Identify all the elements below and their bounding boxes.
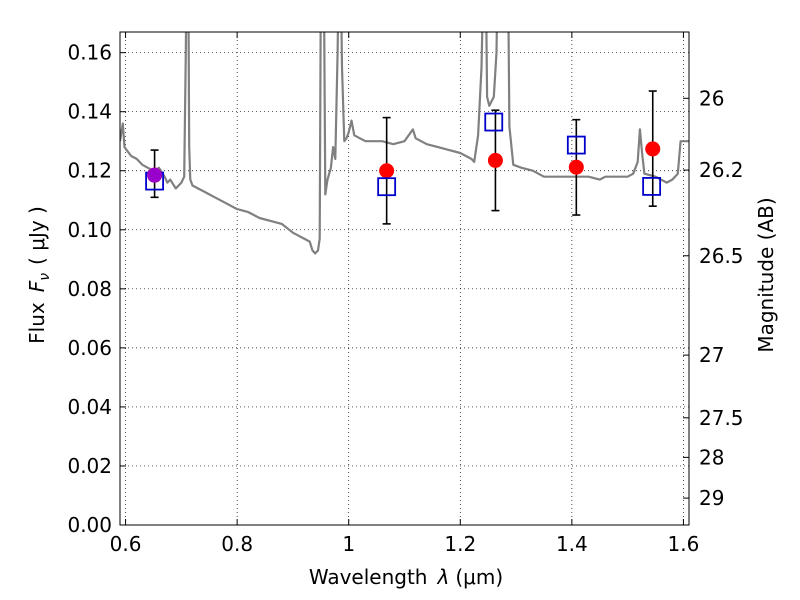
x-tick-label: 1.2 (444, 532, 476, 556)
grid-lines (120, 32, 689, 525)
observed-flux-point (379, 163, 395, 179)
y2-tick-label: 26.5 (699, 244, 744, 268)
model-flux-square (642, 176, 662, 196)
model-flux-square (484, 112, 504, 132)
y2-tick-label: 28 (699, 445, 724, 469)
y-tick-label: 0.10 (67, 218, 112, 242)
x-tick-label: 1 (342, 532, 355, 556)
y-tick-label: 0.04 (67, 395, 112, 419)
y-tick-label: 0.00 (67, 513, 112, 537)
y-tick-label: 0.16 (67, 41, 112, 65)
observed-flux-point (645, 141, 661, 157)
x-axis-label-symbol: λ (437, 565, 450, 589)
template-spectrum-line (120, 32, 689, 255)
y-axis-label-symbol: F (25, 280, 49, 292)
y2-tick-label: 27 (699, 343, 724, 367)
x-tick-label: 1.4 (556, 532, 588, 556)
y-axis-label-subscript: ν (37, 273, 53, 281)
x-axis-label-unit: (μm) (455, 565, 503, 589)
y-tick-label: 0.12 (67, 159, 112, 183)
model-flux-square (377, 177, 397, 197)
axis-ticks: 0.6 0.8 1 1.2 1.4 1.6 0.00 0.02 0.04 0.06 0.08 0.10… (67, 32, 744, 556)
x-axis-label-text: Wavelength (309, 565, 428, 589)
model-flux-square (566, 135, 586, 155)
plot-area (120, 32, 689, 255)
y-tick-label: 0.02 (67, 454, 112, 478)
y-axis-label-text: Flux (25, 302, 49, 344)
x-axis-label: Wavelength λ (μm) (309, 565, 503, 589)
x-tick-label: 1.6 (668, 532, 700, 556)
y-axis-label: Flux Fν ( μJy ) (25, 206, 53, 344)
y2-tick-label: 27.5 (699, 406, 744, 430)
plot-frame (119, 31, 690, 526)
y2-tick-label: 26 (699, 86, 724, 110)
y-axis-label-unit: ( μJy ) (25, 206, 49, 265)
x-tick-label: 0.6 (110, 532, 142, 556)
y2-tick-label: 29 (699, 486, 724, 510)
observed-flux-point (568, 159, 584, 175)
x-tick-label: 0.8 (221, 532, 253, 556)
y-tick-label: 0.06 (67, 336, 112, 360)
y2-axis-label: Magnitude (AB) (754, 197, 778, 352)
y-tick-label: 0.14 (67, 100, 112, 124)
highlight-flux-point (147, 167, 163, 183)
y-tick-label: 0.08 (67, 277, 112, 301)
y2-tick-label: 26.2 (699, 158, 744, 182)
observed-flux-point (487, 152, 503, 168)
